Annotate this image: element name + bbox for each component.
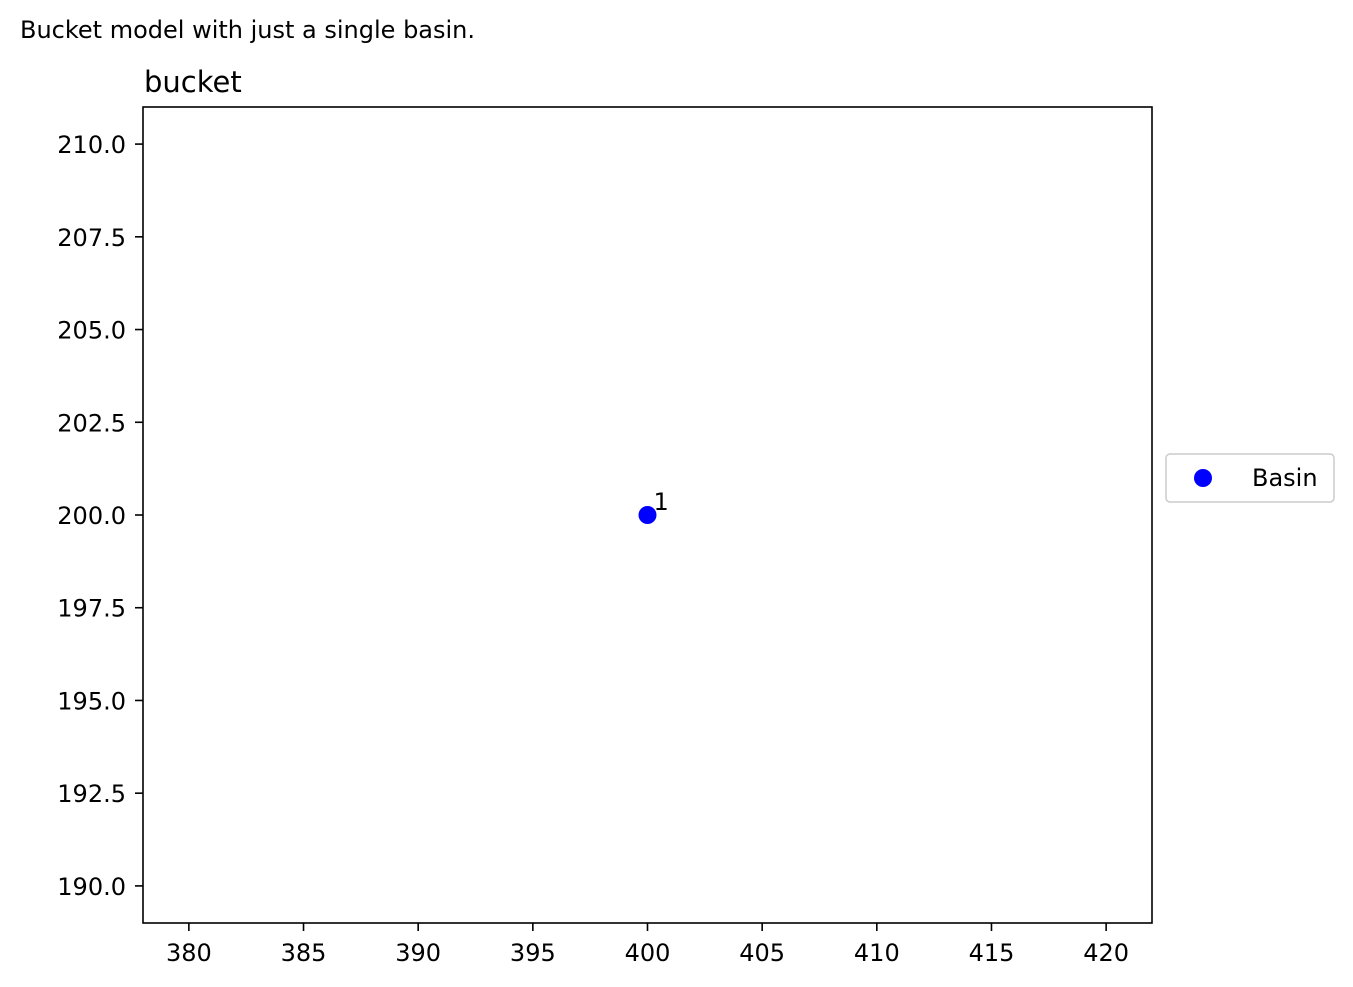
chart-title: bucket (144, 65, 242, 99)
x-tick-label: 400 (625, 939, 671, 967)
data-point (638, 506, 657, 524)
y-tick-label: 192.5 (57, 780, 126, 808)
y-tick-label: 200.0 (57, 502, 126, 530)
figure-caption: Bucket model with just a single basin. (20, 16, 476, 44)
x-tick-label: 385 (281, 939, 327, 967)
legend-marker (1194, 469, 1212, 487)
y-tick-label: 195.0 (57, 687, 126, 715)
x-tick-label: 415 (969, 939, 1015, 967)
x-tick-label: 390 (395, 939, 441, 967)
x-tick-label: 410 (854, 939, 900, 967)
legend-label: Basin (1252, 464, 1318, 492)
y-tick-label: 190.0 (57, 873, 126, 901)
legend: Basin (1165, 453, 1335, 503)
y-tick-label: 210.0 (57, 131, 126, 159)
x-tick-label: 395 (510, 939, 556, 967)
data-points: 1 (638, 488, 669, 524)
y-tick-label: 207.5 (57, 224, 126, 252)
point-label: 1 (654, 488, 669, 516)
x-tick-label: 380 (166, 939, 212, 967)
x-tick-label: 420 (1083, 939, 1129, 967)
y-tick-label: 205.0 (57, 317, 126, 345)
y-tick-label: 197.5 (57, 595, 126, 623)
y-axis: 190.0 192.5 195.0 197.5 200.0 202.5 205.0 207.5… (57, 131, 143, 901)
legend-frame (1165, 453, 1335, 503)
x-axis: 380 385 390 395 400 405 410 415 420 (166, 923, 1129, 967)
x-tick-label: 405 (739, 939, 785, 967)
y-tick-label: 202.5 (57, 409, 126, 437)
